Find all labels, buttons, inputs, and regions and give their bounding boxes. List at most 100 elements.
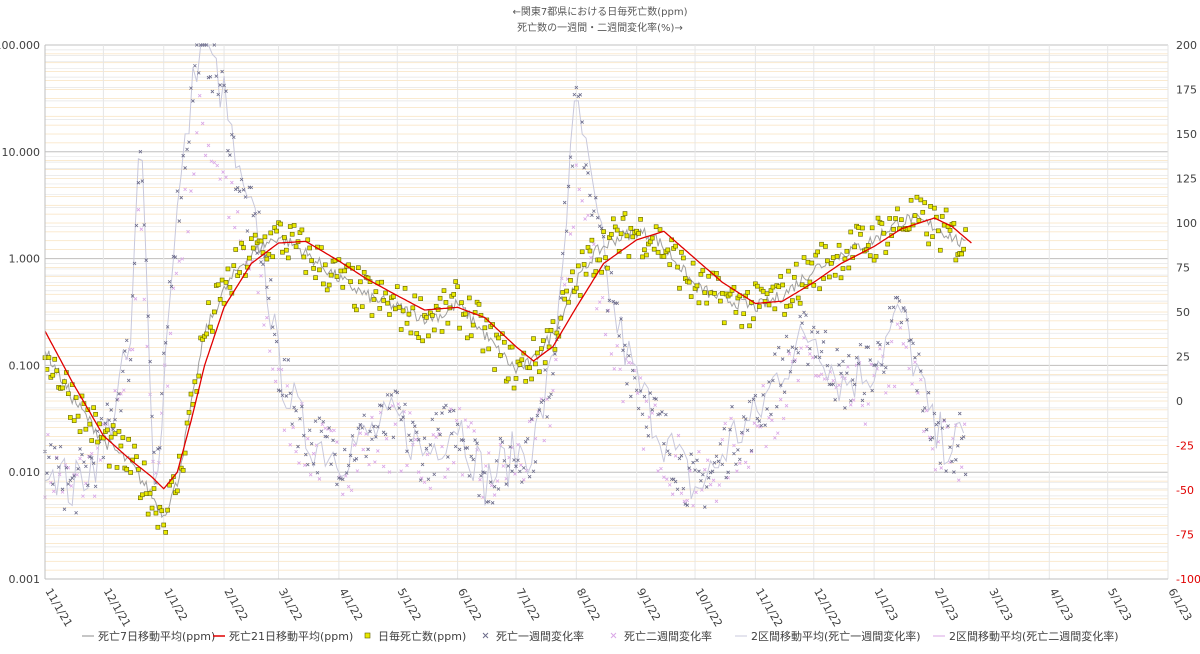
wk1-marker [691, 460, 695, 465]
wk1-marker [584, 163, 588, 167]
wk2-marker [811, 355, 815, 360]
wk2-marker [101, 422, 106, 427]
daily-marker [225, 266, 231, 272]
wk1-marker [128, 357, 133, 362]
wk1-marker [93, 484, 98, 489]
daily-marker [704, 300, 710, 306]
wk1-marker [794, 346, 799, 351]
wk1-marker [720, 462, 725, 467]
daily-marker [340, 284, 346, 290]
wk2-marker [419, 476, 424, 480]
wk1-marker [290, 422, 294, 426]
wk1-marker [370, 437, 374, 442]
wk1-marker [936, 420, 941, 425]
wk2-marker [773, 436, 777, 440]
wk1-marker [654, 397, 658, 401]
wk1-marker [376, 424, 380, 429]
wk1-marker [307, 428, 312, 433]
wk1-marker [704, 485, 709, 489]
wk1-marker [891, 305, 896, 310]
wk1-marker [592, 209, 596, 213]
daily-marker [869, 225, 875, 231]
wk1-marker [701, 472, 705, 477]
wk2-marker [621, 399, 625, 404]
x-tick-label: 12/1/21 [101, 586, 133, 629]
wk1-marker [568, 155, 573, 159]
wk1-marker [504, 482, 509, 486]
wk1-marker [730, 404, 734, 409]
wk2-marker [548, 424, 552, 428]
wk1-marker [529, 417, 534, 421]
wk2-marker [717, 483, 722, 487]
wk1-marker [525, 436, 530, 441]
daily-marker [385, 300, 390, 306]
wk1-marker [280, 393, 285, 398]
daily-marker [702, 290, 708, 295]
wk2-marker [673, 454, 678, 458]
wk1-marker [344, 471, 349, 475]
wk1-marker [210, 89, 215, 94]
wk1-marker [956, 443, 960, 448]
wk2-marker [650, 411, 655, 415]
daily-marker [210, 329, 215, 334]
wk1-marker [675, 487, 680, 492]
wk1-marker [582, 166, 586, 170]
wk2-marker [303, 463, 307, 467]
wk2-marker [930, 447, 935, 451]
daily-marker [134, 454, 139, 460]
wk2-marker [416, 470, 421, 474]
daily-marker [408, 330, 414, 336]
daily-marker [420, 338, 425, 344]
wk2-marker [142, 297, 147, 302]
daily-marker [947, 228, 953, 233]
daily-marker [404, 320, 410, 326]
wk1-marker [298, 416, 302, 421]
daily-marker [334, 274, 340, 279]
daily-marker [550, 319, 556, 324]
daily-marker [797, 300, 803, 306]
wk2-marker [498, 442, 503, 447]
daily-marker [858, 231, 863, 237]
legend-swatch [610, 632, 617, 639]
wk2-marker [577, 187, 582, 192]
daily-marker [241, 245, 246, 250]
wk1-marker [451, 408, 456, 413]
wk2-marker [568, 232, 573, 236]
wk2-marker [367, 462, 371, 467]
wk1-marker [915, 388, 919, 393]
wk1-marker [146, 314, 150, 318]
wk1-marker [311, 462, 316, 466]
wk1-marker [590, 213, 594, 217]
wk1-marker [389, 393, 394, 397]
wk2-marker [177, 259, 182, 263]
wk2-marker [904, 345, 909, 349]
wk1-marker [810, 330, 814, 334]
wk1-marker [488, 480, 493, 484]
wk2-marker [805, 344, 809, 349]
wk2-marker [206, 143, 211, 148]
daily-marker [540, 338, 546, 343]
wk1-marker [510, 469, 514, 474]
daily-marker [249, 236, 254, 241]
wk2-marker [784, 403, 789, 408]
wk1-marker [841, 359, 845, 364]
daily-marker [151, 486, 157, 491]
wk2-marker [215, 163, 220, 168]
wk1-marker [403, 402, 407, 407]
wk1-marker [751, 397, 756, 402]
wk2-marker [434, 435, 438, 439]
wk2-marker [311, 451, 316, 456]
wk1-marker [124, 338, 129, 343]
daily-marker [887, 216, 892, 221]
wk1-marker [644, 425, 649, 429]
left-tick-label: 10.000 [2, 146, 41, 159]
wk2-marker [679, 491, 684, 496]
daily-marker [708, 290, 713, 296]
daily-marker [145, 511, 151, 517]
daily-marker [282, 235, 287, 240]
daily-marker [564, 288, 569, 294]
daily-marker [326, 282, 332, 288]
wk2-marker [180, 257, 184, 261]
wk1-marker [718, 442, 723, 446]
wk1-marker [173, 255, 178, 259]
